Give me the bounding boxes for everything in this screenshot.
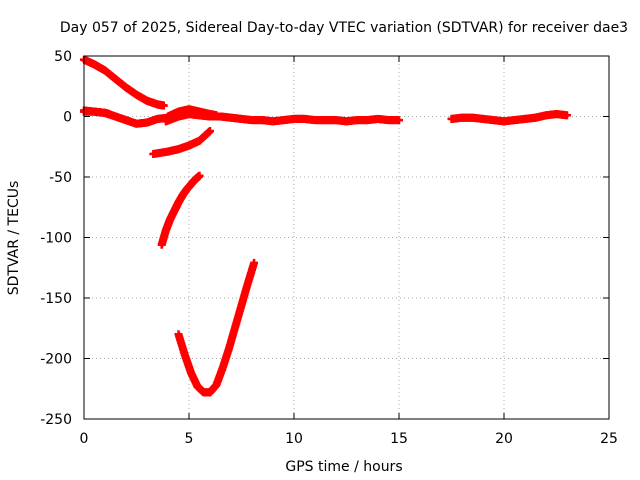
data-point (195, 171, 204, 180)
series-arc-8 (174, 258, 259, 397)
y-tick-label: 0 (63, 110, 72, 126)
data-point (105, 110, 114, 119)
y-tick-label: -200 (40, 352, 72, 368)
x-axis-label: GPS time / hours (285, 459, 402, 475)
plot-frame (83, 55, 610, 420)
data-point (563, 111, 571, 120)
data-point (250, 258, 259, 267)
chart-title: Day 057 of 2025, Sidereal Day-to-day VTE… (60, 20, 628, 36)
x-tick-label: 10 (285, 431, 303, 447)
data-point (206, 127, 214, 136)
series-arc-1 (80, 55, 168, 110)
data-series (80, 55, 571, 397)
y-tick-label: -50 (49, 170, 72, 186)
y-tick-label: 50 (54, 49, 72, 65)
data-point (395, 116, 403, 125)
y-tick-label: -150 (40, 291, 72, 307)
data-point (212, 111, 221, 120)
x-tick-label: 15 (390, 431, 408, 447)
series-arc-7 (157, 171, 204, 249)
series-arc-10 (531, 110, 571, 122)
y-tick-label: -100 (40, 231, 72, 247)
data-point (159, 101, 168, 110)
y-axis-label: SDTVAR / TECUs (6, 181, 22, 296)
series-arc-6 (149, 127, 214, 159)
x-tick-label: 5 (185, 431, 194, 447)
series-arc-9 (447, 113, 540, 126)
x-tick-label: 25 (600, 431, 618, 447)
y-tick-label: -250 (40, 412, 72, 428)
series-arc-5 (164, 105, 221, 121)
axis-ticks: 0 5 10 15 20 25 50 0 -50 -100 -150 -200 -250 (40, 49, 618, 447)
x-tick-label: 0 (80, 431, 89, 447)
x-tick-label: 20 (495, 431, 513, 447)
